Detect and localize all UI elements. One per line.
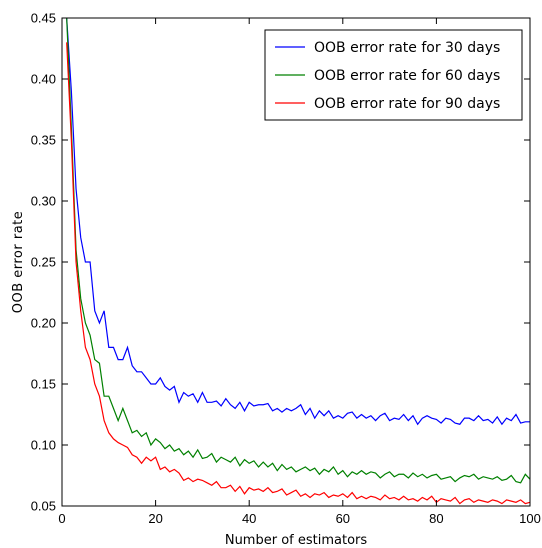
axis-ticks: 0 20 40 60 80 100 0.05 0.10 0.15 0.20 0.25 0.30 0.35… [31,11,541,527]
y-tick-label: 0.40 [31,72,56,87]
y-tick-label: 0.05 [31,499,56,514]
x-tick-label: 60 [336,511,350,526]
legend-label-1: OOB error rate for 30 days [314,40,500,56]
x-tick-label: 100 [519,511,541,526]
x-tick-label: 40 [242,511,256,526]
series-line-1 [66,17,530,426]
x-tick-label: 80 [429,511,443,526]
y-tick-label: 0.45 [31,11,56,26]
y-axis-label: OOB error rate [11,211,26,314]
x-tick-label: 0 [58,511,65,526]
legend-label-3: OOB error rate for 90 days [314,96,500,112]
x-tick-label: 20 [148,511,162,526]
legend: OOB error rate for 30 days OOB error rate… [264,29,523,121]
y-tick-label: 0.10 [31,438,56,453]
legend-box [264,29,523,121]
series-lines [66,17,531,505]
series-line-3 [66,42,531,505]
x-axis-label: Number of estimators [225,533,368,548]
y-tick-label: 0.20 [31,316,56,331]
legend-label-2: OOB error rate for 60 days [314,68,500,84]
y-tick-label: 0.15 [31,377,56,392]
y-tick-label: 0.35 [31,133,56,148]
y-tick-label: 0.25 [31,255,56,270]
series-line-2 [66,17,531,484]
y-tick-label: 0.30 [31,194,56,209]
